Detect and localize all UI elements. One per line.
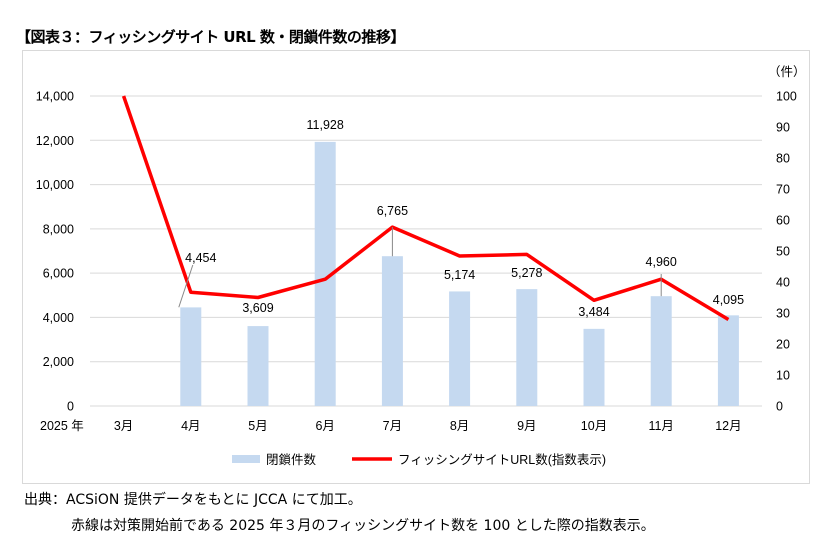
source-note: 出典：ACSiON 提供データをもとに JCCA にて加工。 <box>24 492 362 508</box>
legend-line-label: フィッシングサイトURL数(指数表示) <box>398 452 606 467</box>
right-tick-label: 60 <box>776 214 790 228</box>
x-tick-label: 7月 <box>383 419 402 433</box>
left-tick-label: 6,000 <box>43 267 74 281</box>
index-line <box>121 95 730 322</box>
right-tick-label: 90 <box>776 121 790 135</box>
data-label: 5,174 <box>444 268 475 282</box>
chart-title: 【図表３：フィッシングサイト URL 数・閉鎖件数の推移】 <box>16 28 405 46</box>
data-label: 6,765 <box>377 204 408 218</box>
right-tick-label: 30 <box>776 307 790 321</box>
right-tick-label: 20 <box>776 338 790 352</box>
bar-9月 <box>516 289 538 406</box>
index-note: 赤線は対策開始前である 2025 年３月のフィッシングサイト数を 100 とした… <box>71 518 655 534</box>
bar-6月 <box>314 141 336 406</box>
left-tick-label: 8,000 <box>43 222 74 236</box>
x-tick-label: 12月 <box>715 419 741 433</box>
x-tick-label: 5月 <box>248 419 267 433</box>
x-tick-label: 3月 <box>114 419 133 433</box>
bar-8月 <box>449 291 471 406</box>
right-tick-label: 80 <box>776 152 790 166</box>
right-tick-label: 70 <box>776 183 790 197</box>
x-tick-label: 9月 <box>517 419 536 433</box>
data-label: 4,095 <box>713 293 744 307</box>
right-tick-label: 0 <box>776 400 783 414</box>
bar-10月 <box>583 328 605 406</box>
data-label: 3,609 <box>242 301 273 315</box>
left-tick-label: 12,000 <box>36 134 74 148</box>
bar-11月 <box>650 296 672 406</box>
data-label: 5,278 <box>511 266 542 280</box>
left-tick-label: 10,000 <box>36 178 74 192</box>
legend-bar-label: 閉鎖件数 <box>266 452 317 467</box>
left-tick-label: 4,000 <box>43 311 74 325</box>
left-tick-label: 2,000 <box>43 355 74 369</box>
label-leader-line <box>178 264 194 308</box>
x-tick-label: 10月 <box>581 419 607 433</box>
x-tick-label: 4月 <box>181 419 200 433</box>
right-tick-label: 50 <box>776 245 790 259</box>
data-label: 4,960 <box>646 255 677 269</box>
legend-bar-swatch <box>232 455 260 463</box>
bar-4月 <box>180 307 202 406</box>
chart-frame <box>22 50 810 484</box>
x-tick-label: 8月 <box>450 419 469 433</box>
data-label: 3,484 <box>578 305 609 319</box>
right-tick-label: 10 <box>776 369 790 383</box>
right-axis-unit: （件） <box>768 65 806 79</box>
x-tick-label: 11月 <box>648 419 673 433</box>
x-tick-label: 6月 <box>315 419 334 433</box>
right-tick-label: 100 <box>776 90 797 104</box>
bar-12月 <box>717 315 739 406</box>
left-tick-label: 0 <box>67 400 74 414</box>
data-label: 4,454 <box>185 251 216 265</box>
bar-5月 <box>247 326 269 406</box>
data-label: 11,928 <box>307 118 344 132</box>
year-label: 2025 年 <box>40 419 84 433</box>
left-tick-label: 14,000 <box>36 90 74 104</box>
right-tick-label: 40 <box>776 276 790 290</box>
bar-7月 <box>381 256 403 406</box>
